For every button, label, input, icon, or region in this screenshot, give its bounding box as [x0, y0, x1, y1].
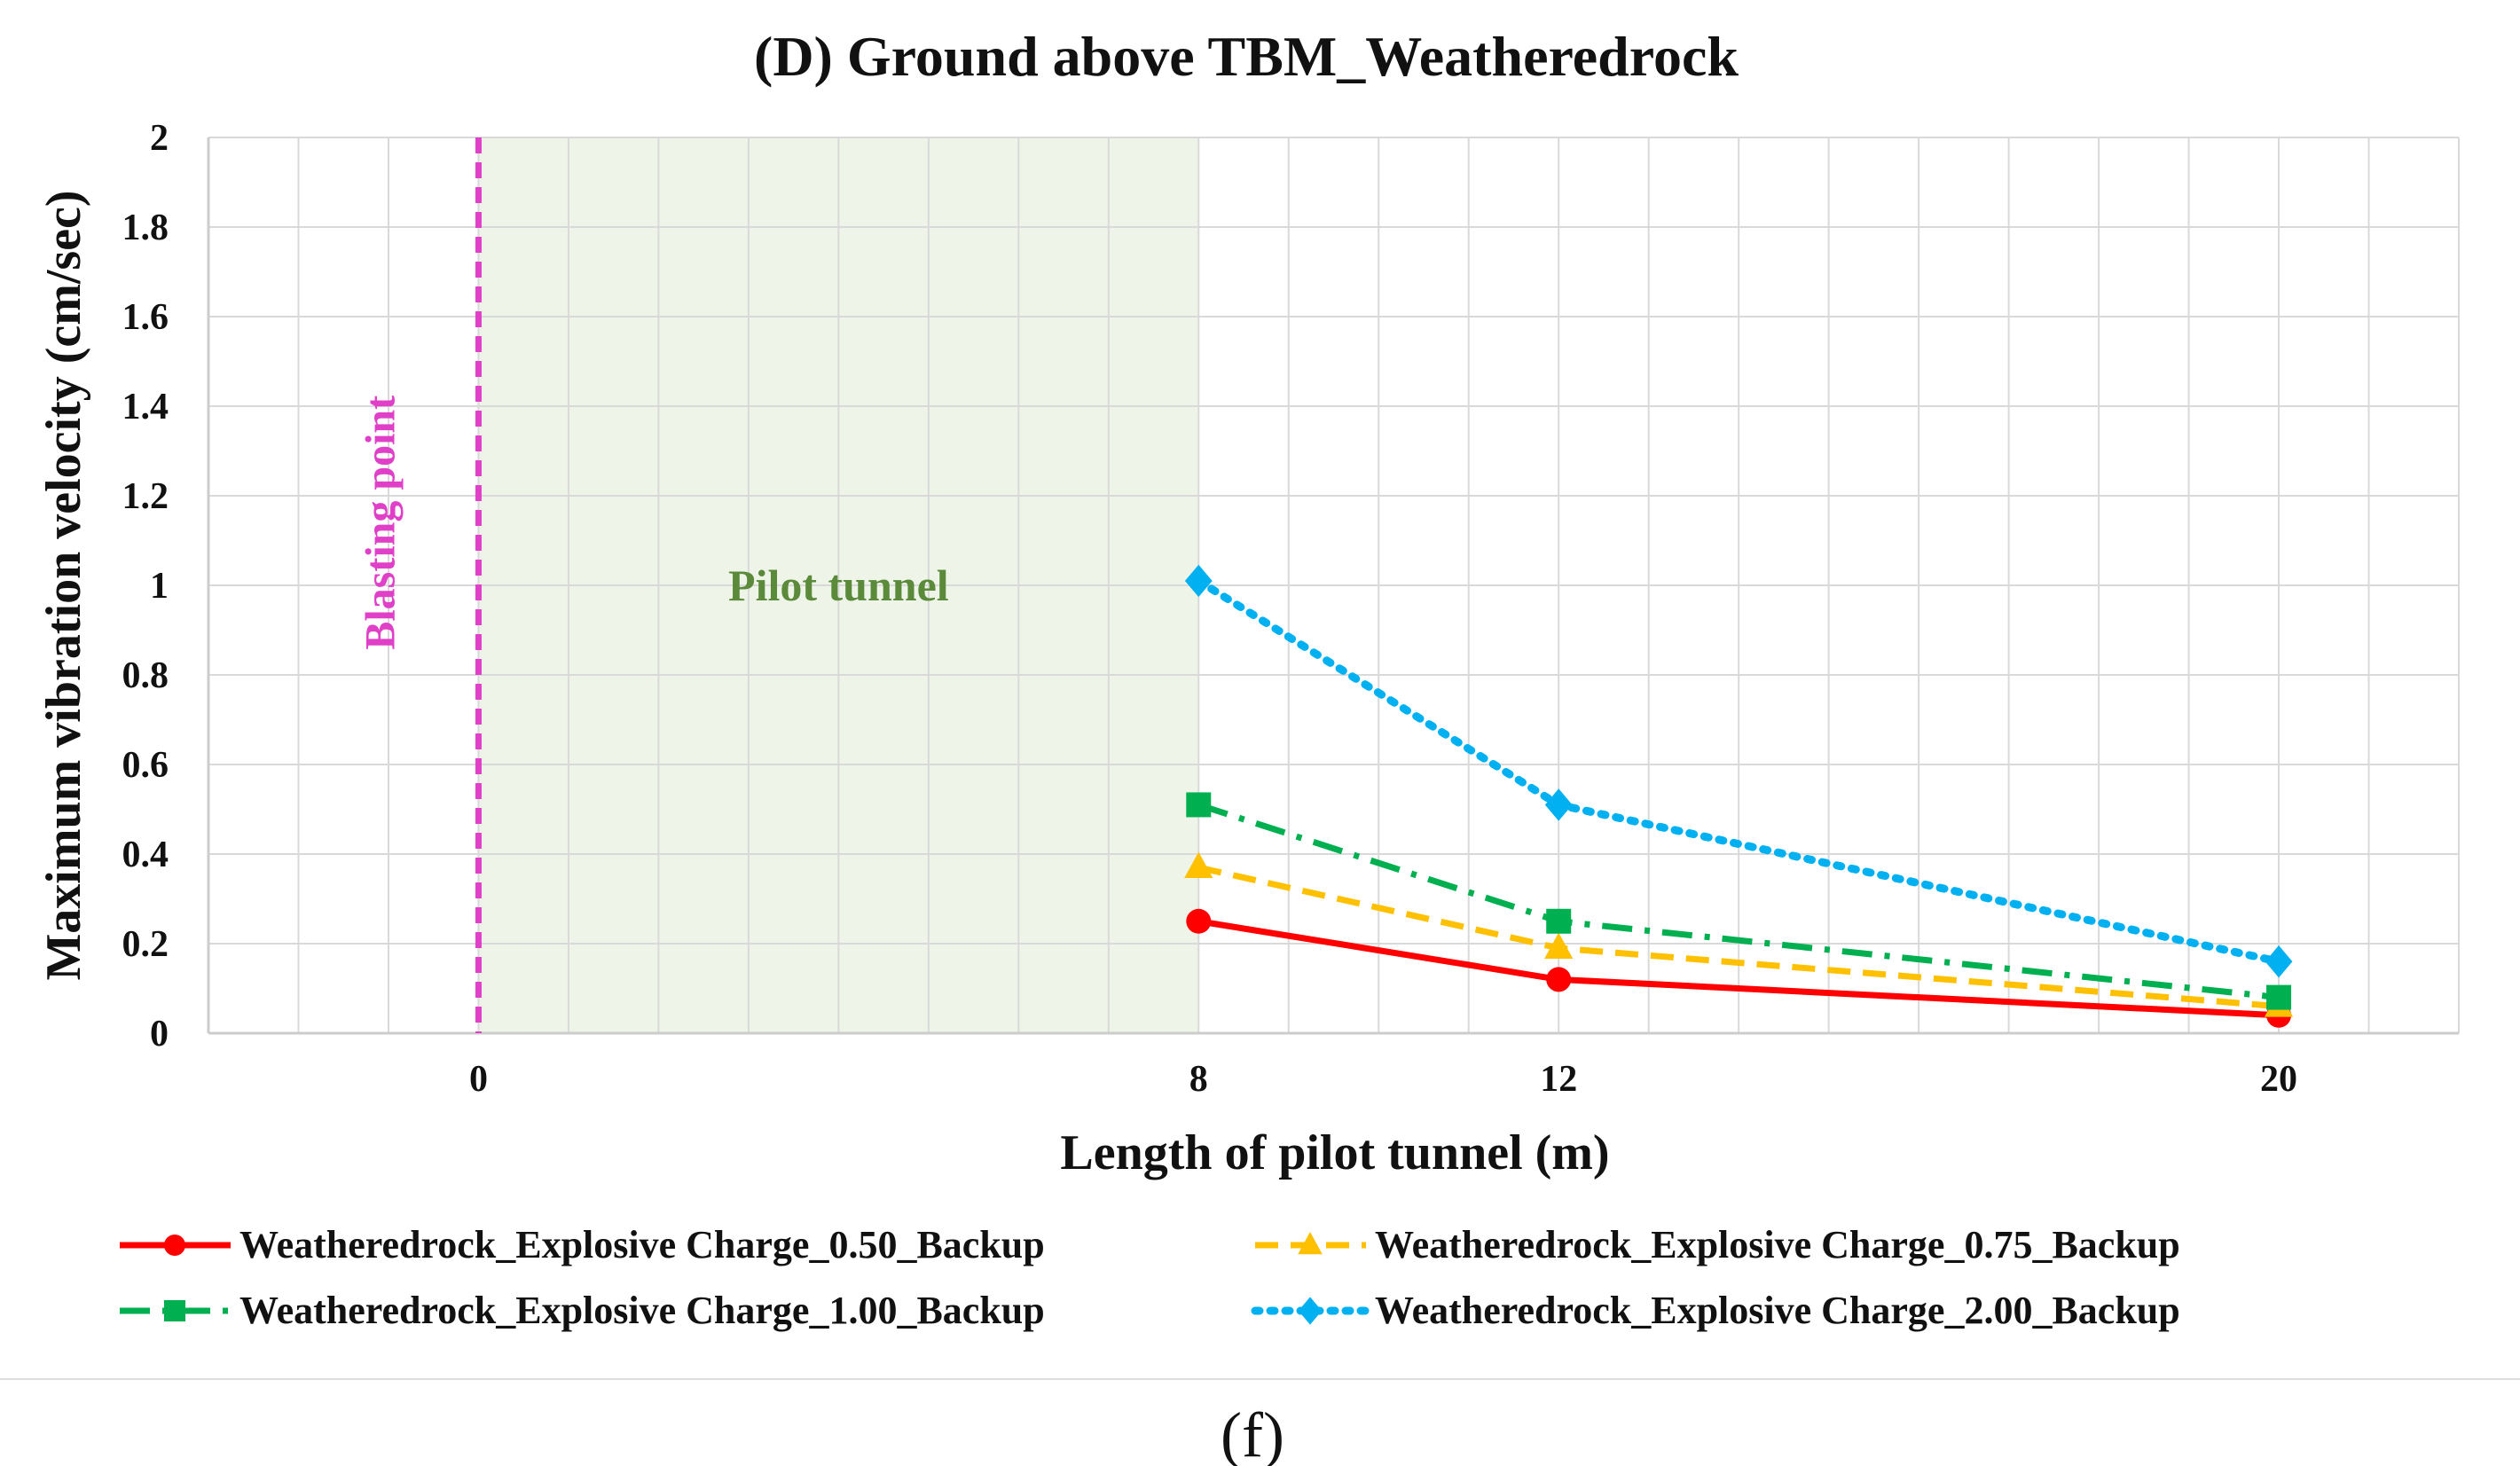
data-point [1546, 967, 1572, 992]
pilot-tunnel-label: Pilot tunnel [728, 561, 949, 610]
legend: Weatheredrock_Explosive Charge_0.50_Back… [120, 1223, 2180, 1332]
legend-marker [1298, 1232, 1323, 1255]
x-ticks: 0 8 12 20 [469, 1059, 2297, 1100]
data-point [1544, 932, 1574, 959]
figure-caption: (f) [1221, 1399, 1284, 1466]
x-tick-label: 20 [2260, 1059, 2297, 1100]
legend-label: Weatheredrock_Explosive Charge_2.00_Back… [1375, 1289, 2180, 1332]
data-point [1546, 908, 1572, 934]
data-point [1186, 792, 1212, 818]
legend-label: Weatheredrock_Explosive Charge_0.50_Back… [239, 1223, 1045, 1266]
legend-item: Weatheredrock_Explosive Charge_1.00_Back… [120, 1289, 1045, 1332]
y-tick-label: 1.6 [122, 297, 169, 338]
legend-marker [164, 1235, 185, 1256]
data-point [1184, 564, 1213, 598]
y-tick-label: 0 [150, 1014, 169, 1054]
y-tick-label: 0.6 [122, 745, 169, 786]
data-point [2266, 984, 2292, 1010]
y-tick-label: 1.4 [122, 387, 169, 427]
x-tick-label: 0 [469, 1059, 488, 1100]
series-4 [1184, 564, 2293, 978]
x-tick-label: 8 [1189, 1059, 1208, 1100]
data-point [1544, 788, 1573, 821]
y-tick-label: 1.2 [122, 476, 169, 517]
grid [208, 137, 2460, 1034]
y-tick-label: 0.4 [122, 835, 169, 875]
legend-item: Weatheredrock_Explosive Charge_0.50_Back… [120, 1223, 1045, 1266]
legend-marker [164, 1300, 185, 1321]
y-tick-label: 2 [150, 118, 169, 159]
chart-title: (D) Ground above TBM_Weatheredrock [754, 25, 1739, 88]
series-3 [1186, 792, 2292, 1010]
y-tick-label: 0.2 [122, 924, 169, 965]
y-tick-label: 1.8 [122, 208, 169, 248]
y-tick-label: 0.8 [122, 655, 169, 696]
data-point [1186, 908, 1212, 934]
data-point [2265, 945, 2293, 978]
y-ticks: 0 0.2 0.4 0.6 0.8 1 1.2 1.4 1.6 1.8 2 [122, 118, 169, 1054]
blasting-point-label: Blasting point [357, 396, 404, 650]
data-point [1184, 851, 1213, 879]
legend-label: Weatheredrock_Explosive Charge_1.00_Back… [239, 1289, 1045, 1332]
x-tick-label: 12 [1540, 1059, 1577, 1100]
legend-marker [1298, 1297, 1323, 1325]
series-layer [1184, 564, 2294, 1028]
plot-area: Pilot tunnel Blasting point [207, 137, 2460, 1035]
legend-item: Weatheredrock_Explosive Charge_2.00_Back… [1251, 1289, 2180, 1332]
y-tick-label: 1 [150, 566, 169, 607]
x-axis-title: Length of pilot tunnel (m) [1060, 1125, 1609, 1180]
legend-label: Weatheredrock_Explosive Charge_0.75_Back… [1375, 1223, 2180, 1266]
y-axis-title: Maximum vibration velocity (cm/sec) [36, 190, 91, 980]
legend-item: Weatheredrock_Explosive Charge_0.75_Back… [1255, 1223, 2180, 1266]
